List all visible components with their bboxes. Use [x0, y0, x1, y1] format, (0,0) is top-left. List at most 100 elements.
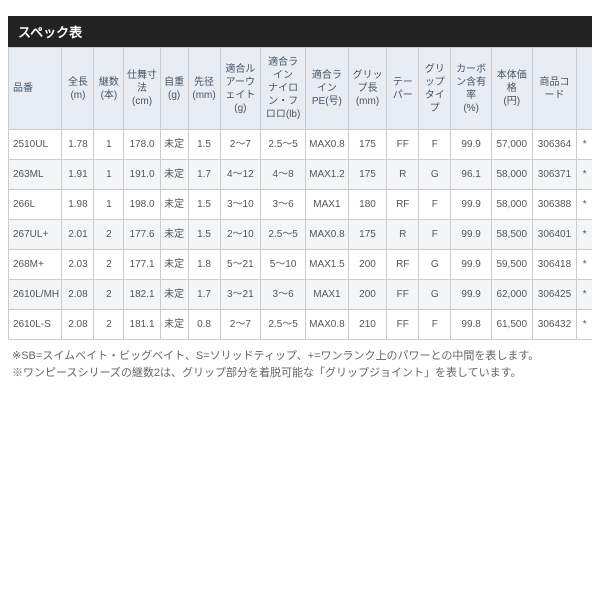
table-cell: 99.9 [451, 190, 492, 220]
table-row: 266L1.981198.0未定1.53～103～6MAX1180RFF99.9… [9, 190, 593, 220]
table-cell: 57,000 [491, 130, 532, 160]
table-header-row: 品番全長(m)継数(本)仕舞寸法(cm)自重(g)先径(mm)適合ルアーウェイト… [9, 48, 593, 130]
footnotes: ※SB=スイムベイト・ビッグベイト、S=ソリッドティップ、+=ワンランク上のパワ… [8, 348, 592, 381]
table-row: 2510UL1.781178.0未定1.52～72.5～5MAX0.8175FF… [9, 130, 593, 160]
table-cell: 2 [94, 220, 124, 250]
footnote-line: ※SB=スイムベイト・ビッグベイト、S=ソリッドティップ、+=ワンランク上のパワ… [12, 348, 592, 365]
table-cell: 3～6 [261, 280, 306, 310]
table-cell: 175 [348, 160, 386, 190]
table-cell: 2610L/MH [9, 280, 62, 310]
table-header-cell: 仕舞寸法(cm) [124, 48, 160, 130]
table-cell: 99.9 [451, 250, 492, 280]
table-cell: 2～7 [220, 130, 261, 160]
table-cell: 58,000 [491, 190, 532, 220]
table-cell: G [419, 250, 451, 280]
table-cell: 306401 [532, 220, 577, 250]
table-cell: 266L [9, 190, 62, 220]
table-cell: 未定 [160, 220, 188, 250]
table-cell: 2 [94, 250, 124, 280]
table-cell: 177.1 [124, 250, 160, 280]
table-header-cell: 品番 [9, 48, 62, 130]
table-header-cell: グリップタイプ [419, 48, 451, 130]
table-header-cell: カーボン含有率(%) [451, 48, 492, 130]
table-cell: 1.8 [188, 250, 220, 280]
table-cell: F [419, 130, 451, 160]
table-cell: 1.78 [62, 130, 94, 160]
table-cell: 2～10 [220, 220, 261, 250]
table-cell: 175 [348, 220, 386, 250]
table-cell: * [577, 250, 592, 280]
table-cell: MAX1 [306, 190, 349, 220]
table-cell: 2 [94, 310, 124, 340]
table-cell: MAX1.2 [306, 160, 349, 190]
table-cell: 210 [348, 310, 386, 340]
table-cell: * [577, 130, 592, 160]
table-cell: 2.5～5 [261, 130, 306, 160]
table-cell: 198.0 [124, 190, 160, 220]
table-cell: 2.5～5 [261, 310, 306, 340]
table-cell: 96.1 [451, 160, 492, 190]
table-cell: 未定 [160, 250, 188, 280]
table-cell: 306425 [532, 280, 577, 310]
table-header-cell: 本体価格(円) [491, 48, 532, 130]
table-cell: R [387, 220, 419, 250]
table-row: 2610L/MH2.082182.1未定1.73～213～6MAX1200FFG… [9, 280, 593, 310]
table-header-cell: 自重(g) [160, 48, 188, 130]
table-cell: MAX1.5 [306, 250, 349, 280]
table-cell: 1.7 [188, 280, 220, 310]
table-row: 2610L-S2.082181.1未定0.82～72.5～5MAX0.8210F… [9, 310, 593, 340]
table-cell: 2610L-S [9, 310, 62, 340]
table-cell: FF [387, 310, 419, 340]
table-cell: 306418 [532, 250, 577, 280]
table-header-cell: 継数(本) [94, 48, 124, 130]
table-cell: 3～6 [261, 190, 306, 220]
table-cell: 1.5 [188, 220, 220, 250]
table-cell: 99.9 [451, 130, 492, 160]
table-cell: 4～12 [220, 160, 261, 190]
table-cell: F [419, 310, 451, 340]
table-cell: 306364 [532, 130, 577, 160]
table-cell: G [419, 280, 451, 310]
table-cell: 177.6 [124, 220, 160, 250]
table-cell: * [577, 310, 592, 340]
table-cell: 2.08 [62, 280, 94, 310]
table-cell: 200 [348, 280, 386, 310]
table-header-cell: 適合ラインナイロン・フロロ(lb) [261, 48, 306, 130]
table-cell: 5～21 [220, 250, 261, 280]
table-cell: 2～7 [220, 310, 261, 340]
table-cell: 3～21 [220, 280, 261, 310]
table-cell: 4～8 [261, 160, 306, 190]
table-cell: 未定 [160, 160, 188, 190]
table-cell: 2510UL [9, 130, 62, 160]
table-cell: 1.7 [188, 160, 220, 190]
table-cell: 99.9 [451, 280, 492, 310]
table-cell: RF [387, 250, 419, 280]
table-cell: R [387, 160, 419, 190]
table-cell: MAX0.8 [306, 310, 349, 340]
table-cell: F [419, 190, 451, 220]
table-cell: 1.91 [62, 160, 94, 190]
table-cell: 306371 [532, 160, 577, 190]
table-header-cell: 先径(mm) [188, 48, 220, 130]
table-cell: * [577, 220, 592, 250]
table-cell: * [577, 280, 592, 310]
page-container: スペック表 品番全長(m)継数(本)仕舞寸法(cm)自重(g)先径(mm)適合ル… [0, 0, 600, 397]
table-cell: 58,500 [491, 220, 532, 250]
table-header-cell: テーパー [387, 48, 419, 130]
table-header-cell: 適合ラインPE(号) [306, 48, 349, 130]
table-cell: 3～10 [220, 190, 261, 220]
table-cell: MAX1 [306, 280, 349, 310]
table-cell: 306388 [532, 190, 577, 220]
table-cell: * [577, 160, 592, 190]
table-cell: MAX0.8 [306, 220, 349, 250]
table-cell: 未定 [160, 280, 188, 310]
table-cell: 61,500 [491, 310, 532, 340]
table-cell: 263ML [9, 160, 62, 190]
table-row: 263ML1.911191.0未定1.74～124～8MAX1.2175RG96… [9, 160, 593, 190]
table-cell: 5～10 [261, 250, 306, 280]
table-cell: RF [387, 190, 419, 220]
table-header-cell: 商品コード [532, 48, 577, 130]
table-cell: 181.1 [124, 310, 160, 340]
table-cell: 99.8 [451, 310, 492, 340]
table-cell: 2.08 [62, 310, 94, 340]
